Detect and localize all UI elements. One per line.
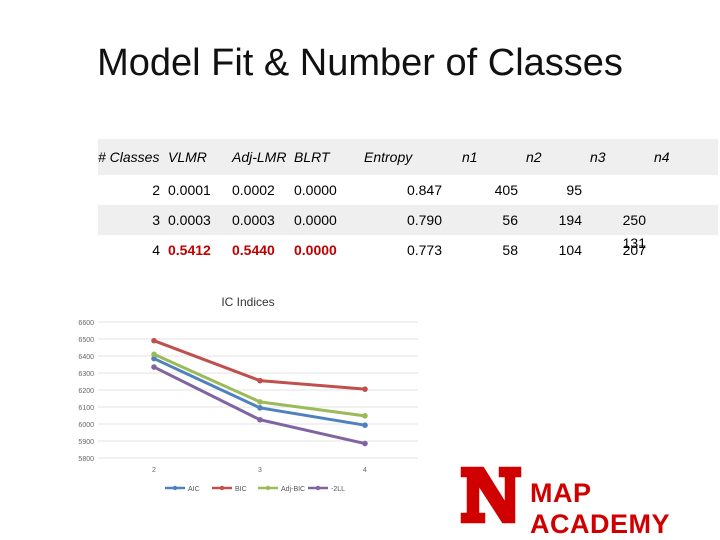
legend-marker xyxy=(265,485,271,491)
cell-n3: 250 xyxy=(590,205,654,235)
series-2ll xyxy=(151,364,368,447)
x-tick-label: 3 xyxy=(258,467,262,474)
x-axis-tick-labels: 2 3 4 xyxy=(152,467,367,474)
legend-item: -2LL xyxy=(308,485,345,493)
cell-blrt: 0.0000 xyxy=(294,175,364,205)
cell-n4: 131 xyxy=(622,235,646,251)
header-classes: # Classes xyxy=(98,139,168,175)
data-point xyxy=(151,355,157,362)
y-tick-label: 6600 xyxy=(78,320,94,327)
cell-entropy: 0.790 xyxy=(364,205,462,235)
cell-vlmr: 0.0003 xyxy=(168,205,232,235)
data-point xyxy=(151,351,157,358)
header-entropy: Entropy xyxy=(364,139,462,175)
table-row: 4 0.5412 0.5440 0.0000 0.773 58 104 207 xyxy=(98,235,718,265)
cell-n2: 194 xyxy=(526,205,590,235)
chart-title: IC Indices xyxy=(221,295,274,309)
y-tick-label: 5800 xyxy=(78,456,94,463)
cell-n2: 104 xyxy=(526,235,590,265)
cell-n2: 95 xyxy=(526,175,590,205)
cell-n1: 58 xyxy=(462,235,526,265)
header-blrt: BLRT xyxy=(294,139,364,175)
data-point xyxy=(257,416,263,423)
cell-n1: 56 xyxy=(462,205,526,235)
header-n2: n2 xyxy=(526,139,590,175)
logo-text: MAP ACADEMY xyxy=(530,478,671,539)
cell-n4-empty xyxy=(654,235,718,265)
table-row: 2 0.0001 0.0002 0.0000 0.847 405 95 xyxy=(98,175,718,205)
data-point xyxy=(257,405,263,411)
legend-label: AIC xyxy=(188,486,200,493)
y-tick-label: 6000 xyxy=(78,422,94,429)
cell-vlmr: 0.0001 xyxy=(168,175,232,205)
y-tick-label: 6500 xyxy=(78,337,94,344)
cell-classes: 2 xyxy=(98,175,168,205)
data-point xyxy=(362,386,368,392)
legend-marker xyxy=(172,485,178,491)
header-n1: n1 xyxy=(462,139,526,175)
cell-blrt: 0.0000 xyxy=(294,205,364,235)
y-tick-label: 6100 xyxy=(78,405,94,412)
series-bic xyxy=(151,337,368,392)
legend-item: BIC xyxy=(212,485,247,493)
legend-label: -2LL xyxy=(331,486,345,493)
legend-marker xyxy=(315,485,321,491)
x-tick-label: 4 xyxy=(363,467,367,474)
table-row: 3 0.0003 0.0003 0.0000 0.790 56 194 250 xyxy=(98,205,718,235)
x-tick-label: 2 xyxy=(152,467,156,474)
cell-n4 xyxy=(654,175,718,205)
map-academy-logo xyxy=(459,465,523,525)
cell-n3 xyxy=(590,175,654,205)
cell-classes: 3 xyxy=(98,205,168,235)
header-adj-lmr: Adj-LMR xyxy=(232,139,294,175)
cell-vlmr-highlighted: 0.5412 xyxy=(168,235,232,265)
table-header-row: # Classes VLMR Adj-LMR BLRT Entropy n1 n… xyxy=(98,139,718,175)
legend-item: AIC xyxy=(165,485,200,493)
y-tick-label: 6300 xyxy=(78,371,94,378)
cell-n4 xyxy=(654,205,718,235)
chart-series xyxy=(151,337,368,447)
cell-entropy: 0.847 xyxy=(364,175,462,205)
cell-adj-lmr: 0.0002 xyxy=(232,175,294,205)
cell-entropy: 0.773 xyxy=(364,235,462,265)
y-tick-label: 5900 xyxy=(78,439,94,446)
cell-classes: 4 xyxy=(98,235,168,265)
legend-label: Adj-BIC xyxy=(281,486,305,493)
series-adj-bic xyxy=(151,351,368,419)
y-axis-tick-labels: 5800 5900 6000 6100 6200 6300 6400 6500 6600 xyxy=(78,320,94,463)
series-aic xyxy=(151,355,368,428)
header-n4: n4 xyxy=(654,139,718,175)
cell-adj-lmr-highlighted: 0.5440 xyxy=(232,235,294,265)
data-point xyxy=(257,399,263,405)
legend-marker xyxy=(219,485,225,491)
data-point xyxy=(362,413,368,419)
data-point xyxy=(151,364,157,370)
y-tick-label: 6200 xyxy=(78,388,94,395)
data-point xyxy=(362,422,368,428)
model-fit-table: # Classes VLMR Adj-LMR BLRT Entropy n1 n… xyxy=(98,139,718,265)
header-vlmr: VLMR xyxy=(168,139,232,175)
slide-title: Model Fit & Number of Classes xyxy=(97,42,623,84)
cell-n1: 405 xyxy=(462,175,526,205)
chart-legend: AIC BIC Adj-BIC -2LL xyxy=(165,485,345,493)
y-tick-label: 6400 xyxy=(78,354,94,361)
chart-gridlines xyxy=(98,321,418,459)
n-logo-icon xyxy=(459,465,523,525)
header-n3: n3 xyxy=(590,139,654,175)
cell-adj-lmr: 0.0003 xyxy=(232,205,294,235)
legend-item: Adj-BIC xyxy=(258,485,305,493)
data-point xyxy=(362,440,368,447)
cell-n3: 207 xyxy=(590,235,654,265)
legend-label: BIC xyxy=(235,486,247,493)
data-point xyxy=(151,337,157,344)
data-point xyxy=(257,377,263,384)
cell-blrt-highlighted: 0.0000 xyxy=(294,235,364,265)
ic-indices-chart: IC Indices 5800 5900 6000 6100 6200 6300 6400 6… xyxy=(78,295,418,493)
